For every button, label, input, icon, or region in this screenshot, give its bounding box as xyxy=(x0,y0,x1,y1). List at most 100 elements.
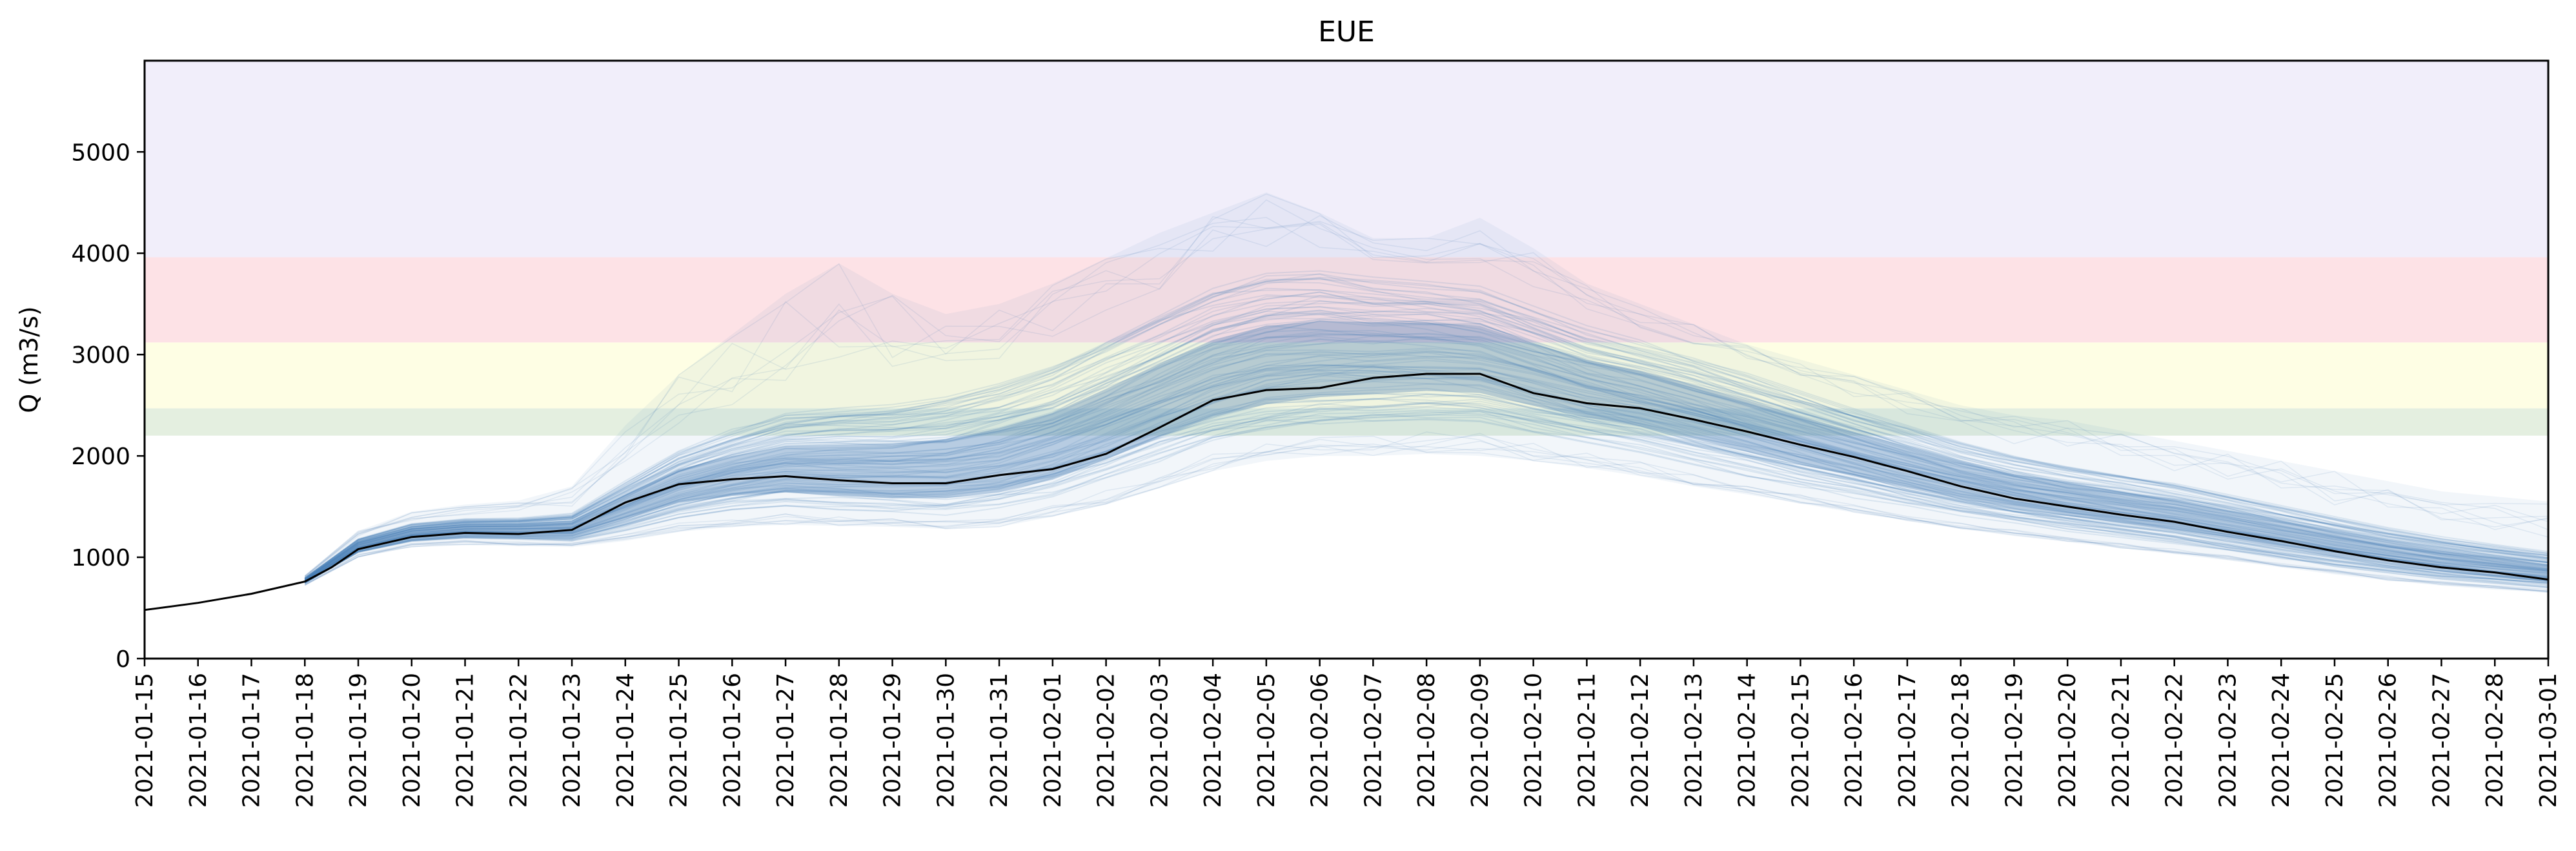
ensemble-trace xyxy=(304,413,2549,588)
ensemble-trace xyxy=(304,270,2549,579)
ensemble-trace xyxy=(304,318,2549,580)
y-tick-label: 3000 xyxy=(71,342,130,369)
observed-line xyxy=(144,373,2549,611)
x-tick-label: 2021-01-16 xyxy=(185,673,212,808)
ensemble-trace xyxy=(304,300,2549,580)
y-axis: 0 1000 2000 3000 4000 5000 xyxy=(71,139,145,673)
ensemble-trace xyxy=(304,398,2549,584)
chart-title: EUE xyxy=(1318,15,1375,48)
x-tick-label: 2021-02-18 xyxy=(1948,673,1974,808)
ensemble-trace xyxy=(304,273,2549,579)
ensemble-trace xyxy=(304,329,2549,581)
y-tick-label: 2000 xyxy=(71,444,130,470)
x-tick-label: 2021-02-10 xyxy=(1521,673,1547,808)
ensemble-trace xyxy=(304,409,2549,584)
x-tick-label: 2021-02-13 xyxy=(1681,673,1707,808)
x-tick-label: 2021-02-06 xyxy=(1307,673,1334,808)
plot-frame xyxy=(143,59,2550,660)
ensemble-trace xyxy=(304,364,2549,582)
ensemble-trace xyxy=(304,365,2549,583)
ensemble-trace xyxy=(304,400,2549,584)
x-tick-label: 2021-02-09 xyxy=(1467,673,1494,808)
ensemble-trace xyxy=(304,333,2549,581)
ensemble-trace xyxy=(304,364,2549,582)
ensemble-trace xyxy=(304,320,2549,580)
ensemble-trace xyxy=(304,287,2549,579)
observed-series xyxy=(144,373,2549,611)
ensemble-trace xyxy=(304,393,2549,583)
ensemble-trace xyxy=(304,309,2549,580)
x-tick-label: 2021-02-15 xyxy=(1787,673,1814,808)
ensemble-trace xyxy=(304,376,2549,582)
ensemble-trace xyxy=(304,349,2549,582)
ensemble-trace xyxy=(304,402,2549,584)
x-tick-label: 2021-01-25 xyxy=(666,673,693,808)
x-tick-label: 2021-01-22 xyxy=(505,673,532,808)
ensemble-trace xyxy=(304,352,2549,582)
x-tick-label: 2021-02-19 xyxy=(2001,673,2027,808)
ensemble-trace xyxy=(304,278,2549,579)
ensemble-trace xyxy=(304,309,2549,580)
ensemble-trace xyxy=(304,336,2549,581)
x-tick-label: 2021-01-19 xyxy=(345,673,372,808)
x-tick-label: 2021-02-03 xyxy=(1146,673,1173,808)
ensemble-outlier-trace xyxy=(304,433,2549,592)
ensemble-trace xyxy=(304,294,2549,579)
ensemble-trace xyxy=(304,372,2549,582)
ensemble-trace xyxy=(304,398,2549,584)
ensemble-outlier-trace xyxy=(304,431,2549,592)
ensemble-trace xyxy=(304,294,2549,580)
ensemble-outlier-trace xyxy=(304,215,2549,577)
threshold-bands xyxy=(145,61,2548,436)
ensemble-trace xyxy=(304,387,2549,583)
x-tick-label: 2021-02-23 xyxy=(2215,673,2241,808)
x-tick-label: 2021-02-16 xyxy=(1841,673,1867,808)
ensemble-trace xyxy=(304,383,2549,583)
ensemble-trace xyxy=(304,289,2549,579)
ensemble-trace xyxy=(304,277,2549,579)
ensemble-trace xyxy=(304,373,2549,582)
ensemble-trace xyxy=(304,415,2549,588)
ensemble-trace xyxy=(304,333,2549,581)
ensemble-trace xyxy=(304,291,2549,580)
y-tick-label: 1000 xyxy=(71,545,130,571)
y-axis-label: Q (m3/s) xyxy=(15,306,43,413)
ensemble-trace xyxy=(304,338,2549,581)
ensemble-trace xyxy=(304,313,2549,580)
x-tick-label: 2021-03-01 xyxy=(2535,673,2562,808)
x-tick-label: 2021-02-12 xyxy=(1627,673,1654,808)
ensemble-trace xyxy=(304,317,2549,580)
x-tick-label: 2021-01-27 xyxy=(773,673,799,808)
ensemble-trace xyxy=(304,401,2549,584)
ensemble-trace xyxy=(304,371,2549,582)
x-tick-label: 2021-01-24 xyxy=(613,673,639,808)
x-axis: 2021-01-15 2021-01-16 2021-01-17 2021-01-18… xyxy=(132,659,2562,808)
ensemble-trace xyxy=(304,374,2549,582)
ensemble-outlier-trace xyxy=(304,221,2549,577)
ensemble-trace xyxy=(304,295,2549,580)
ensemble-outlier-trace xyxy=(304,435,2549,593)
ensemble-outlier-trace xyxy=(304,440,2549,592)
ensemble-trace xyxy=(304,325,2549,580)
ensemble-trace xyxy=(304,371,2549,582)
ensemble-trace xyxy=(304,333,2549,581)
x-tick-label: 2021-02-01 xyxy=(1040,673,1066,808)
ensemble-trace xyxy=(304,360,2549,582)
y-tick-label: 5000 xyxy=(71,139,130,166)
x-tick-label: 2021-02-08 xyxy=(1414,673,1440,808)
y-tick-label: 4000 xyxy=(71,241,130,267)
x-tick-label: 2021-01-31 xyxy=(986,673,1013,808)
ensemble-trace xyxy=(304,418,2549,588)
x-tick-label: 2021-02-26 xyxy=(2375,673,2402,808)
ensemble-trace xyxy=(304,311,2549,580)
ensemble-trace xyxy=(304,398,2549,586)
ensemble-trace xyxy=(304,281,2549,579)
ensemble-trace xyxy=(304,406,2549,585)
x-tick-label: 2021-01-15 xyxy=(132,673,158,808)
x-tick-label: 2021-02-05 xyxy=(1253,673,1280,808)
ensemble-trace xyxy=(304,402,2549,584)
ensemble-outlier-trace xyxy=(304,216,2549,578)
ensemble-outlier-trace xyxy=(304,217,2549,577)
ensemble-trace xyxy=(304,409,2549,587)
x-tick-label: 2021-02-20 xyxy=(2054,673,2081,808)
